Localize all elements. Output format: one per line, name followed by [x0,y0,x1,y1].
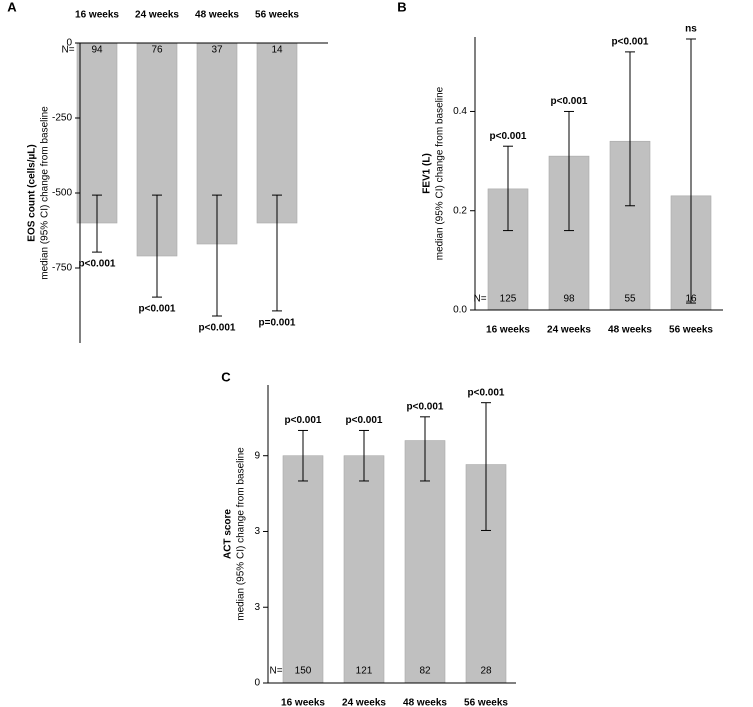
y-tick-label: -500 [52,188,72,199]
n-label: 14 [271,45,283,56]
n-prefix: N= [269,666,282,677]
n-prefix: N= [61,45,74,56]
x-tick-label: 56 weeks [255,10,299,21]
n-label: 82 [419,666,431,677]
x-tick-label: 56 weeks [669,325,713,336]
bar [343,455,385,684]
p-value-label: ns [685,24,697,35]
x-tick-label: 16 weeks [75,10,119,21]
n-label: 37 [211,45,223,56]
y-tick-label: 0 [254,678,260,689]
y-tick-label: 9 [254,450,260,461]
x-tick-label: 48 weeks [608,325,652,336]
p-value-label: p<0.001 [468,387,505,398]
y-tick-label: 0.2 [453,205,467,216]
panel-label: B [397,0,406,14]
y-axis-title: ACT score [223,509,234,559]
n-label: 94 [91,45,103,56]
y-axis-subtitle: median (95% CI) change from baseline [40,106,51,280]
p-value-label: p<0.001 [285,415,322,426]
x-tick-label: 48 weeks [403,698,447,707]
p-value-label: p<0.001 [612,37,649,48]
x-tick-label: 48 weeks [195,10,239,21]
n-label: 16 [685,294,697,305]
x-tick-label: 24 weeks [135,10,179,21]
p-value-label: p<0.001 [407,401,444,412]
p-value-label: p<0.001 [551,96,588,107]
bar [282,455,324,684]
n-label: 121 [356,666,373,677]
y-tick-label: -750 [52,263,72,274]
panel-label: A [7,0,17,14]
y-axis-subtitle: median (95% CI) change from baseline [236,447,247,621]
y-tick-label: -250 [52,113,72,124]
n-prefix: N= [473,294,486,305]
n-label: 150 [295,666,312,677]
p-value-label: p<0.001 [139,304,176,315]
y-tick-label: 3 [254,602,260,613]
p-value-label: p<0.001 [199,323,236,334]
n-label: 76 [151,45,163,56]
x-tick-label: 16 weeks [486,325,530,336]
p-value-label: p<0.001 [490,131,527,142]
n-label: 125 [500,294,517,305]
n-label: 28 [480,666,492,677]
n-label: 98 [563,294,575,305]
bar [76,42,118,224]
x-tick-label: 16 weeks [281,698,325,707]
p-value-label: p<0.001 [346,415,383,426]
panel-label: C [221,369,231,384]
y-tick-label: 3 [254,526,260,537]
x-tick-label: 56 weeks [464,698,508,707]
x-tick-label: 24 weeks [547,325,591,336]
y-axis-title: EOS count (cells/µL) [27,144,38,241]
p-value-label: p<0.001 [79,259,116,270]
y-tick-label: 0.4 [453,106,467,117]
y-axis-subtitle: median (95% CI) change from baseline [435,86,446,260]
y-tick-label: 0 [66,38,72,49]
p-value-label: p=0.001 [259,318,296,329]
x-tick-label: 24 weeks [342,698,386,707]
y-axis-title: FEV1 (L) [422,153,433,194]
y-tick-label: 0.0 [453,305,467,316]
n-label: 55 [624,294,636,305]
